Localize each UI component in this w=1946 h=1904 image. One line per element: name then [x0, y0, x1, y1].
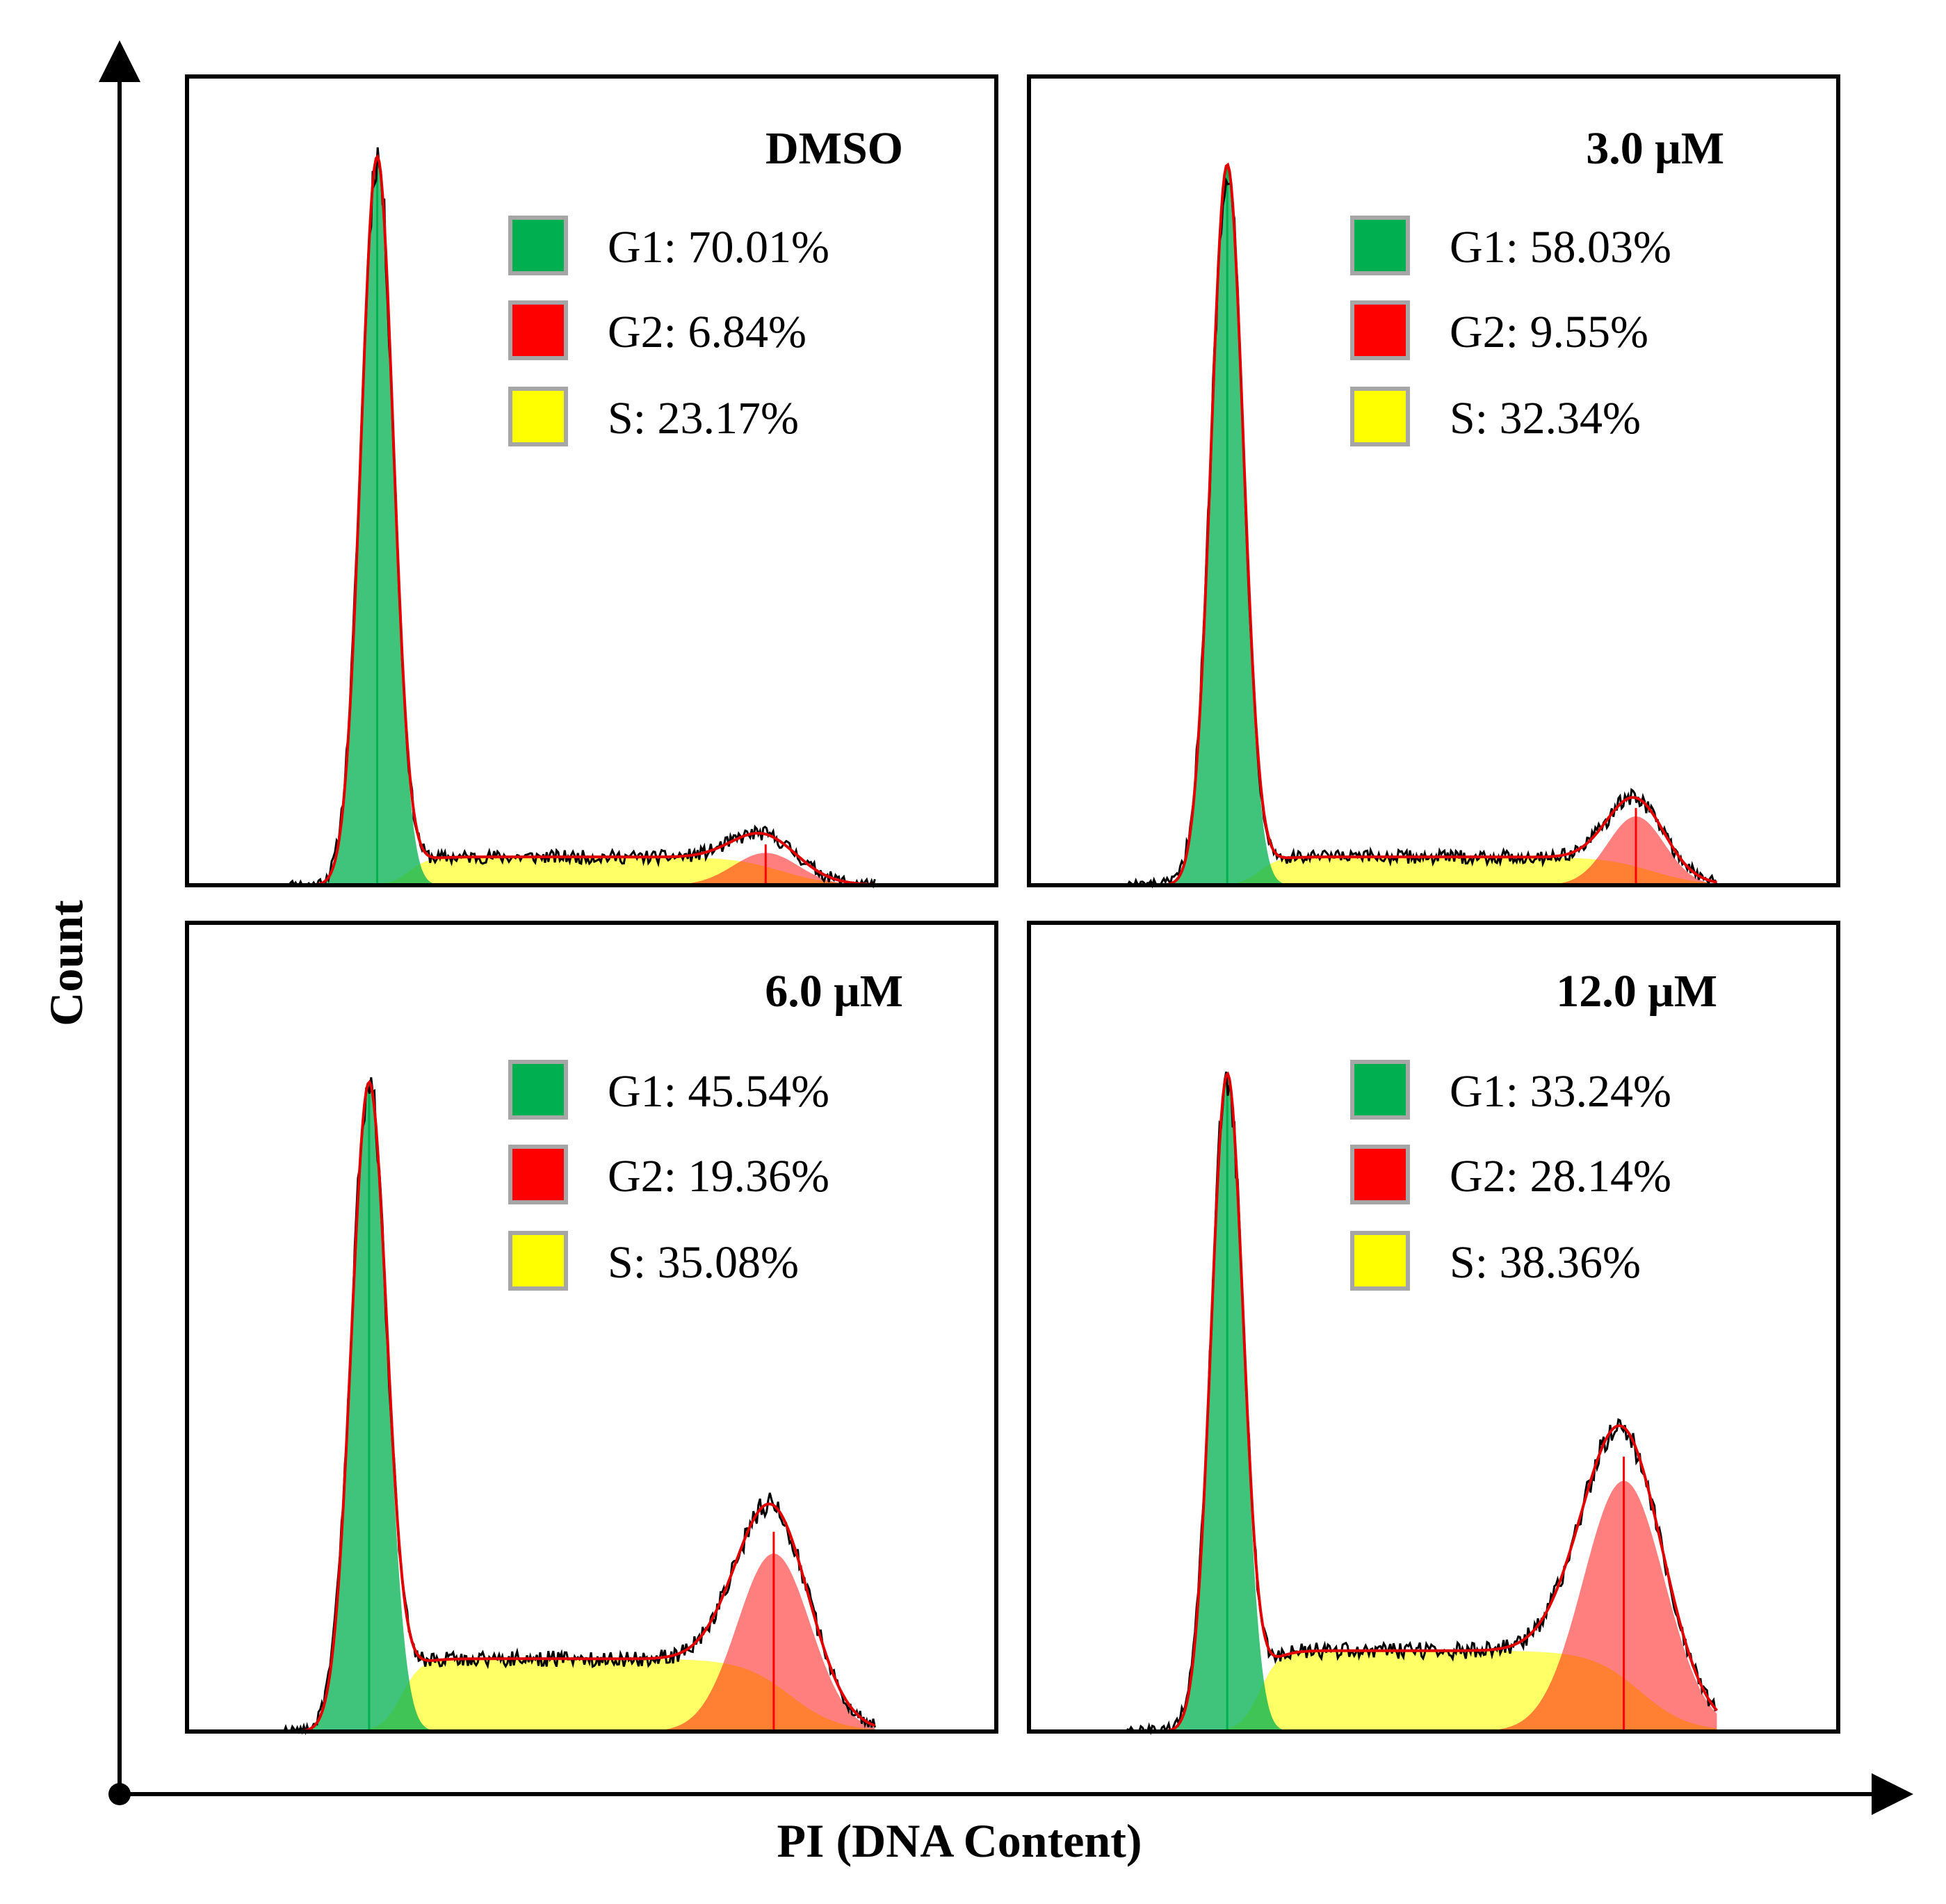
legend-swatch-g1: [508, 1060, 568, 1120]
legend-swatch-g1: [1350, 216, 1410, 275]
legend: G1: 70.01% G2: 6.84% S: 23.17%: [508, 216, 829, 446]
panel-frame: [185, 74, 998, 887]
legend-label-g2: G2: 28.14%: [1450, 1151, 1671, 1202]
g1-phase-area: [284, 1084, 875, 1732]
panel-title: 3.0 μM: [1586, 123, 1724, 174]
legend: G1: 58.03% G2: 9.55% S: 32.34%: [1350, 216, 1671, 446]
legend-label-g2: G2: 19.36%: [608, 1151, 829, 1202]
x-axis-label: PI (DNA Content): [777, 1814, 1142, 1867]
model-fit-line: [284, 1079, 876, 1733]
legend-label-g1: G1: 70.01%: [608, 222, 829, 273]
legend-label-s: S: 35.08%: [608, 1237, 799, 1288]
legend-label-g1: G1: 33.24%: [1450, 1066, 1671, 1117]
legend-swatch-s: [1350, 1231, 1410, 1291]
g1-phase-area: [1126, 166, 1717, 886]
legend-label-s: S: 23.17%: [608, 393, 799, 444]
legend-swatch-g1: [508, 216, 568, 275]
panel-title: DMSO: [765, 123, 903, 174]
g2-phase-area: [1126, 816, 1717, 885]
panel-frame: [185, 921, 998, 1734]
g2-phase-area: [1126, 1481, 1717, 1732]
legend-swatch-s: [508, 1231, 568, 1291]
legend: G1: 33.24% G2: 28.14% S: 38.36%: [1350, 1060, 1671, 1291]
model-fit-line: [284, 154, 875, 887]
panel-dmso: DMSO G1: 70.01% G2: 6.84% S: 23.17%: [185, 74, 998, 889]
axis-origin-dot: [108, 1783, 131, 1805]
legend-label-g2: G2: 9.55%: [1450, 307, 1648, 357]
panel-3uM: 3.0 μM G1: 58.03% G2: 9.55% S: 32.34%: [1027, 74, 1840, 889]
legend-label-g2: G2: 6.84%: [608, 307, 806, 357]
legend-swatch-g2: [1350, 1145, 1410, 1204]
panel-frame: [1027, 74, 1840, 887]
legend-swatch-s: [508, 387, 568, 446]
legend-swatch-s: [1350, 387, 1410, 446]
raw-histogram-line: [1126, 177, 1718, 889]
legend-label-g1: G1: 58.03%: [1450, 222, 1671, 273]
model-fit-line: [1126, 162, 1717, 887]
panel-12uM: 12.0 μM G1: 33.24% G2: 28.14% S: 38.36%: [1027, 921, 1840, 1736]
legend-swatch-g2: [508, 300, 568, 360]
panel-6uM: 6.0 μM G1: 45.54% G2: 19.36% S: 35.08%: [185, 921, 998, 1736]
legend: G1: 45.54% G2: 19.36% S: 35.08%: [508, 1060, 829, 1291]
legend-swatch-g1: [1350, 1060, 1410, 1120]
panel-title: 12.0 μM: [1556, 966, 1717, 1017]
legend-swatch-g2: [1350, 300, 1410, 360]
panel-frame: [1027, 921, 1840, 1734]
legend-label-s: S: 38.36%: [1450, 1237, 1641, 1288]
panel-title: 6.0 μM: [765, 966, 903, 1017]
g2-phase-area: [284, 1554, 875, 1732]
g1-phase-area: [1126, 1076, 1717, 1732]
g2-phase-area: [284, 853, 875, 885]
y-axis-label: Count: [40, 900, 92, 1026]
model-fit-line: [1126, 1071, 1718, 1733]
legend-label-g1: G1: 45.54%: [608, 1066, 829, 1117]
legend-label-s: S: 32.34%: [1450, 393, 1641, 444]
legend-swatch-g2: [508, 1145, 568, 1204]
